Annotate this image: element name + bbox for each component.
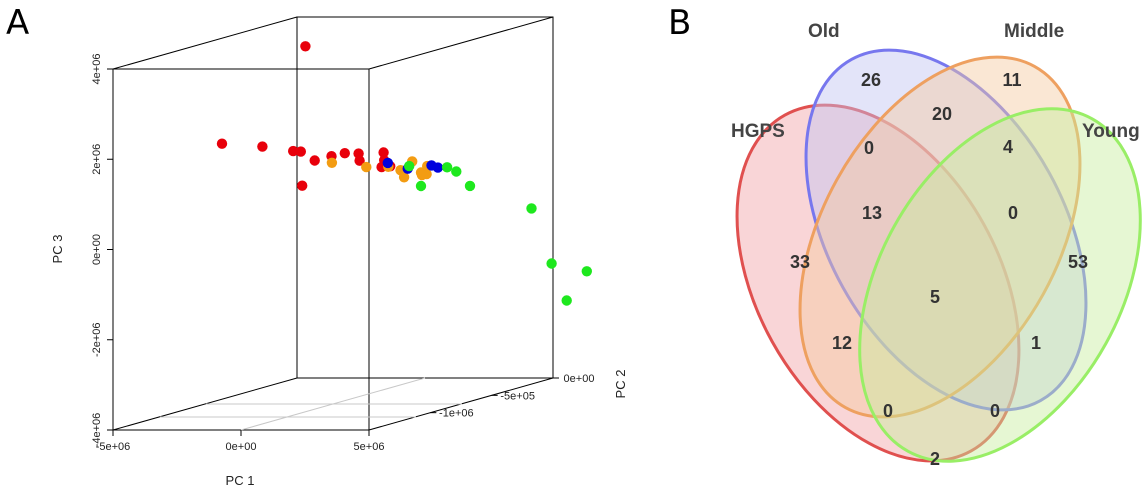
z-tick-label: 4e+06: [91, 54, 103, 85]
y-tick-label: -1e+06: [439, 408, 474, 420]
venn-count-old-middle: 20: [932, 104, 952, 124]
z-tick-label: -2e+06: [91, 322, 103, 357]
venn-count-hgps-old-middle: 13: [862, 203, 882, 223]
venn-count-young: 53: [1068, 252, 1088, 272]
venn-sets: [735, 48, 1142, 463]
box-edge: [112, 377, 298, 431]
venn-ellipse-old: [804, 48, 1088, 412]
venn-count-hgps-young: 2: [930, 449, 940, 469]
floor-grid-line: [240, 377, 426, 431]
z-axis-title: PC 3: [50, 235, 65, 264]
venn-count-old: 26: [861, 70, 881, 90]
panel-label-a: A: [6, 3, 29, 43]
set-label-young: Young: [1082, 121, 1140, 142]
y-tick-label: -5e+05: [500, 390, 535, 402]
plot-box: [112, 16, 554, 431]
z-tick-label: -4e+06: [91, 413, 103, 448]
axis-ticks: -4e+06 -2e+06 0e+00 2e+06 4e+06 -5e+06 0e+00 5e…: [91, 54, 594, 453]
set-label-middle: Middle: [1004, 21, 1064, 42]
z-tick-label: 2e+06: [91, 144, 103, 175]
panel-label-b: B: [668, 3, 691, 43]
venn-count-middle-young: 4: [1003, 137, 1013, 157]
venn-count-hgps-old-middle-young: 5: [930, 287, 940, 307]
y-axis-title: PC 2: [613, 370, 628, 399]
data-point-green: [581, 266, 592, 277]
venn-count-hgps-middle: 12: [832, 333, 852, 353]
y-tick-label: 0e+00: [564, 373, 595, 385]
venn-ellipse-hgps: [735, 103, 1021, 463]
x-tick-label: -5e+06: [96, 441, 131, 453]
data-point-green: [464, 180, 476, 192]
data-point-red: [295, 146, 306, 157]
data-point-green: [415, 180, 427, 192]
box-edge: [112, 16, 298, 70]
venn-count-hgps-old-young: 0: [990, 401, 1000, 421]
venn-region-counts: 26 11 20 0 4 13 0 33 53 5 12 1 0 0 2: [790, 70, 1088, 469]
venn-count-hgps-middle-young: 0: [883, 401, 893, 421]
set-label-hgps: HGPS: [731, 121, 785, 142]
venn-count-old-middle-young: 0: [1008, 203, 1018, 223]
z-tick-label: 0e+00: [91, 234, 103, 265]
x-tick-label: 5e+06: [354, 441, 385, 453]
data-point-red: [378, 147, 389, 158]
data-point-green: [526, 203, 537, 214]
data-point-red: [257, 141, 268, 152]
venn-count-hgps-old: 0: [864, 138, 874, 158]
data-point-green: [451, 166, 462, 177]
x-tick-label: 0e+00: [226, 441, 257, 453]
data-point-green: [561, 295, 572, 306]
venn-set-labels: HGPS Old Middle Young: [731, 21, 1140, 142]
box-edge: [368, 16, 554, 70]
venn-count-middle: 11: [1002, 70, 1021, 90]
data-point-red: [309, 155, 320, 166]
set-label-old: Old: [808, 21, 840, 42]
data-point-orange: [416, 169, 428, 181]
venn-ellipse-middle: [798, 55, 1082, 419]
data-point-green: [441, 162, 453, 173]
floor-grid: [160, 377, 462, 431]
venn-count-old-young: 1: [1031, 333, 1041, 353]
venn-ellipse-young: [858, 107, 1142, 463]
data-point-red: [216, 138, 228, 149]
box-front-face: [112, 68, 370, 431]
data-point-orange: [398, 172, 410, 183]
data-point-red: [288, 145, 299, 157]
data-point-blue: [382, 157, 393, 169]
scatter-3d-panel: A -4e+06 -2e+06 0e+00 2e+06 4e+06 -5e+06 0e+00…: [6, 3, 628, 488]
data-point-red: [354, 155, 365, 166]
data-point-orange: [361, 161, 372, 173]
x-axis-title: PC 1: [226, 473, 255, 488]
data-point-green: [546, 258, 557, 269]
data-point-orange: [326, 157, 338, 168]
venn-count-hgps: 33: [790, 252, 810, 272]
box-back-face: [296, 16, 554, 379]
data-point-blue: [426, 160, 437, 171]
data-points: [216, 41, 592, 306]
data-point-red: [300, 41, 311, 52]
data-point-red: [297, 180, 308, 191]
data-point-red: [339, 148, 350, 159]
data-point-green: [404, 160, 415, 172]
